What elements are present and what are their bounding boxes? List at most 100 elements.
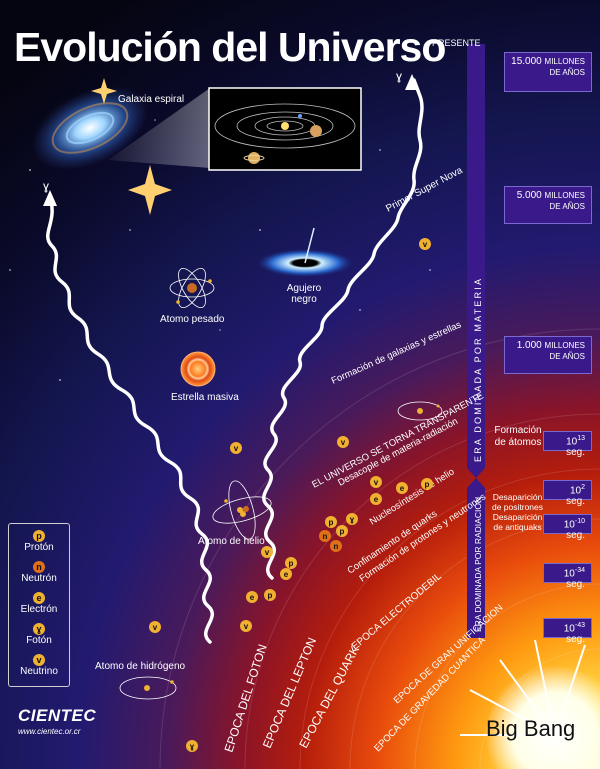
particle-v: v	[261, 546, 273, 558]
photon-symbols: ɣ ɣ	[43, 69, 402, 193]
label-agujero-negro: Agujero negro	[282, 283, 326, 305]
particle-v: v	[230, 442, 242, 454]
time-box-1e2: 102 seg.	[543, 480, 592, 507]
time-base: 10	[566, 436, 578, 448]
massive-star	[180, 351, 216, 387]
particle-v: v	[337, 436, 349, 448]
time-box-1e13: 1013 seg.	[543, 431, 592, 458]
particle-e: e	[280, 568, 292, 580]
time-exp: -34	[574, 567, 585, 574]
photon-symbol: ɣ	[396, 69, 402, 83]
legend-label: Protón	[24, 542, 54, 553]
legend-foton: ɣ Fotón	[9, 623, 69, 646]
timeline-bar	[467, 44, 485, 638]
particle-g: ɣ	[186, 740, 198, 752]
label-formacion-atomos: Formación de átomos	[494, 425, 542, 448]
label-atomo-hidrogeno: Atomo de hidrógeno	[95, 661, 186, 672]
hydrogen-atom	[119, 676, 177, 700]
neutrino-icon: v	[33, 654, 45, 666]
particle-v: v	[240, 620, 252, 632]
particle-n: n	[330, 540, 342, 552]
particle-v: v	[419, 238, 431, 250]
particle-label: n	[334, 542, 339, 551]
particle-label: e	[250, 593, 255, 602]
cientec-logo: CIENTEC www.cientec.or.cr	[18, 706, 96, 736]
particle-e: e	[396, 482, 408, 494]
time-unit: seg.	[566, 579, 585, 591]
time-unit: MILLONES DE AÑOS	[544, 57, 585, 77]
sparkle-stars	[91, 78, 172, 215]
photon-symbol: ɣ	[43, 179, 49, 193]
legend-label: Neutrón	[21, 573, 57, 584]
particle-e: e	[370, 493, 382, 505]
label-agujero-line2: negro	[291, 294, 317, 305]
photon-arrowheads	[43, 74, 419, 206]
legend-label: Neutrino	[20, 666, 58, 677]
label-era-radiacion: ERA DOMINADA POR RADIACION	[473, 497, 483, 632]
label-antiquarks: Desaparición de antiquaks	[492, 512, 543, 532]
particle-label: p	[329, 518, 334, 527]
particle-g: ɣ	[346, 513, 358, 525]
particle-label: v	[244, 622, 249, 631]
label-galaxia-espiral: Galaxia espiral	[118, 94, 185, 105]
big-bang-label: Big Bang	[486, 716, 576, 741]
legend-electron: e Electrón	[9, 592, 69, 615]
particle-legend: p Protón n Neutrón e Electrón ɣ Fotón v Neutr…	[8, 523, 70, 687]
particle-label: e	[374, 495, 379, 504]
legend-neutrino: v Neutrino	[9, 654, 69, 677]
label-desaparicion: Desaparición de positrones Desaparición d…	[490, 492, 545, 532]
particle-label: p	[268, 591, 273, 600]
particle-label: v	[265, 548, 270, 557]
particle-p: p	[421, 478, 433, 490]
time-value: 5.000	[516, 190, 542, 201]
time-base: 10	[563, 568, 575, 580]
label-atomo-pesado: Atomo pesado	[160, 314, 225, 325]
particle-label: v	[341, 438, 346, 447]
particle-label: p	[340, 527, 345, 536]
particle-n: n	[319, 530, 331, 542]
particle-label: p	[425, 480, 430, 489]
era-labels: ERA DOMINADA POR MATERIA ERA DOMINADA PO…	[473, 277, 483, 632]
time-exp: -43	[574, 622, 585, 629]
time-box-1e-43: 10-43 seg.	[543, 618, 592, 645]
particle-p: p	[285, 557, 297, 569]
time-exp: -10	[574, 518, 585, 525]
label-agujero-line1: Agujero	[286, 283, 322, 294]
transparent-atom	[397, 401, 443, 421]
particle-p: p	[325, 516, 337, 528]
particle-v: v	[149, 621, 161, 633]
label-estrella-masiva: Estrella masiva	[171, 392, 239, 403]
time-box-1e-10: 10-10 seg.	[543, 514, 592, 541]
heavy-atom	[169, 268, 215, 308]
label-era-materia: ERA DOMINADA POR MATERIA	[473, 277, 483, 462]
time-value: 1.000	[516, 340, 542, 351]
spiral-galaxy	[31, 86, 210, 170]
page-title: Evolución del Universo	[14, 24, 446, 70]
time-base: 10	[563, 623, 575, 635]
particle-v: v	[370, 476, 382, 488]
particle-p: p	[264, 589, 276, 601]
time-base: 10	[569, 485, 582, 497]
label-positrones: Desaparición de positrones	[491, 492, 544, 512]
legend-proton: p Protón	[9, 530, 69, 553]
time-box-15000: 15.000 MILLONES DE AÑOS	[504, 52, 592, 92]
logo-url: www.cientec.or.cr	[18, 727, 81, 736]
time-unit: MILLONES DE AÑOS	[544, 341, 585, 361]
photon-paths	[46, 78, 424, 644]
logo-name: CIENTEC	[18, 706, 97, 725]
background-stars	[9, 39, 431, 381]
particle-label: v	[374, 478, 379, 487]
neutron-icon: n	[33, 561, 45, 573]
big-bang-burst	[460, 639, 600, 769]
particle-label: ɣ	[350, 515, 355, 524]
particle-label: n	[323, 532, 328, 541]
solar-system-inset	[208, 87, 362, 171]
time-box-5000: 5.000 MILLONES DE AÑOS	[504, 186, 592, 224]
time-value: 15.000	[511, 56, 542, 67]
legend-label: Electrón	[20, 604, 58, 615]
particle-label: v	[423, 240, 428, 249]
particle-label: ɣ	[190, 742, 195, 751]
time-unit: MILLONES DE AÑOS	[544, 191, 585, 211]
